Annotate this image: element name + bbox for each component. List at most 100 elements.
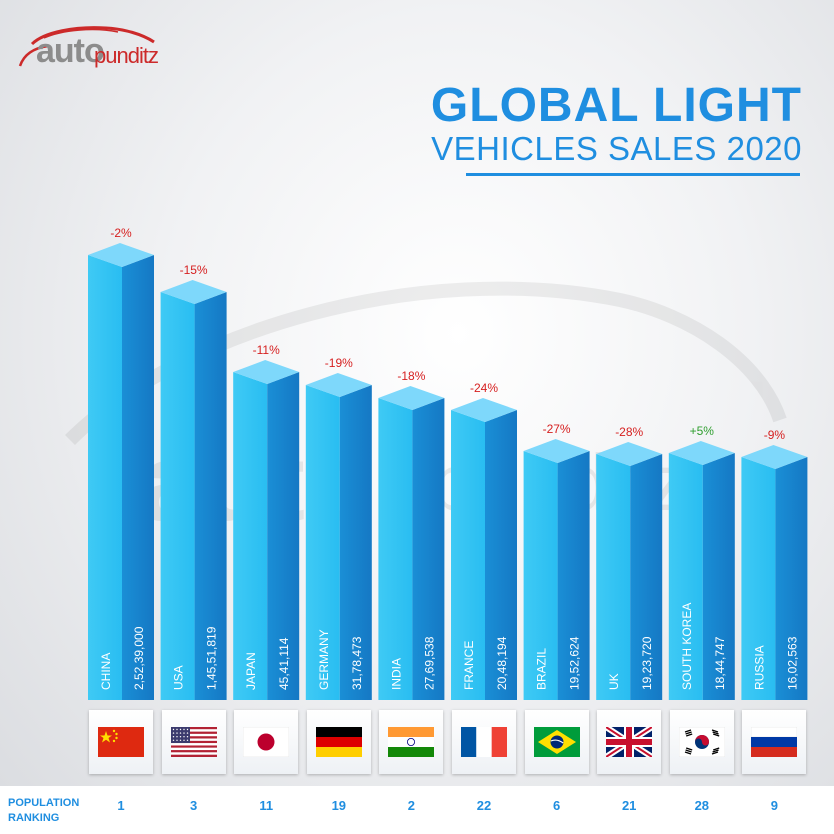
country-label: USA: [172, 665, 186, 690]
bar-side-face: [339, 385, 372, 700]
bar-front-face: [523, 451, 558, 700]
change-label: -19%: [325, 356, 353, 370]
bar-side-face: [557, 451, 590, 700]
bar-front-face: [233, 372, 268, 700]
bar-germany: -19% GERMANY 31,78,473: [305, 356, 372, 700]
title-line-1: GLOBAL LIGHT: [430, 79, 802, 132]
bar-top-face: [378, 386, 445, 410]
country-label: FRANCE: [462, 641, 476, 690]
usa-flag-icon: [161, 710, 226, 774]
value-label: 18,44,747: [713, 636, 727, 690]
bar-front-face: [378, 398, 413, 700]
population-rank-value: 21: [621, 798, 637, 813]
value-label: 1,45,51,819: [205, 626, 219, 690]
country-label: UK: [607, 673, 621, 690]
bar-side-face: [122, 255, 154, 700]
uk-flag-icon: [597, 710, 662, 774]
bar-side-face: [412, 398, 445, 700]
country-label: GERMANY: [317, 629, 331, 690]
logo-text-auto: auto: [36, 32, 105, 70]
bar-side-face: [194, 292, 227, 700]
population-rank-value: 1: [117, 798, 125, 813]
value-label: 2,52,39,000: [132, 626, 146, 690]
sales-bar-chart: auto punditz -2%CHINA2,52,39,000-15%USA1…: [65, 226, 808, 700]
germany-flag-icon: [306, 710, 371, 774]
bar-front-face: [741, 457, 776, 700]
population-rank-value: 28: [694, 798, 710, 813]
country-label: SOUTH KOREA: [680, 603, 694, 690]
bar-top-face: [596, 442, 663, 466]
population-rank-value: 22: [476, 798, 492, 813]
japan-flag-icon: [234, 710, 299, 774]
change-label: -27%: [543, 422, 571, 436]
bar-uk: -28% UK 19,23,720: [596, 425, 663, 700]
change-label: -2%: [110, 226, 132, 240]
bar-side-face: [267, 372, 300, 700]
bar-front-face: [88, 255, 122, 700]
country-label: BRAZIL: [535, 648, 549, 690]
change-label: +5%: [690, 424, 715, 438]
change-label: -28%: [615, 425, 643, 439]
population-rank-value: 9: [770, 798, 778, 813]
bar-front-face: [596, 454, 631, 700]
bar-side-face: [775, 457, 808, 700]
russia-flag-icon: [742, 710, 807, 774]
india-flag-icon: [379, 710, 444, 774]
bar-india: -18% INDIA 27,69,538: [378, 369, 445, 700]
value-label: 19,52,624: [568, 636, 582, 690]
change-label: -9%: [764, 428, 786, 442]
bar-front-face: [451, 410, 485, 700]
change-label: -24%: [470, 381, 498, 395]
population-rank-value: 2: [407, 798, 415, 813]
value-label: 45,41,114: [277, 637, 291, 690]
bar-side-face: [702, 453, 735, 700]
value-label: 20,48,194: [495, 636, 509, 690]
title-line-2: VEHICLES SALES 2020: [431, 130, 802, 167]
value-label: 16,02,563: [785, 636, 799, 690]
bar-front-face: [668, 453, 703, 700]
title-underline: [466, 173, 800, 176]
france-flag-icon: [452, 710, 516, 774]
country-label: INDIA: [389, 658, 403, 690]
logo-text-punditz: punditz: [94, 43, 159, 68]
value-label: 19,23,720: [640, 636, 654, 690]
change-label: -11%: [253, 343, 280, 357]
bar-south-korea: +5% SOUTH KOREA 18,44,747: [668, 424, 735, 700]
bar-top-face: [741, 445, 808, 469]
bar-top-face: [523, 439, 590, 463]
country-label: CHINA: [99, 653, 113, 690]
population-rank-value: 11: [259, 798, 274, 813]
bar-russia: -9% RUSSIA 16,02,563: [741, 428, 808, 700]
bar-top-face: [88, 243, 154, 267]
south-korea-flag-icon: [669, 710, 734, 774]
bar-france: -24% FRANCE 20,48,194: [451, 381, 517, 700]
population-ranking-label: POPULATION RANKING: [8, 797, 80, 824]
change-label: -18%: [397, 369, 425, 383]
bar-front-face: [160, 292, 195, 700]
change-label: -15%: [180, 263, 208, 277]
bar-top-face: [668, 441, 735, 465]
flag-row: [0, 710, 834, 776]
value-label: 27,69,538: [422, 636, 436, 690]
country-label: RUSSIA: [752, 645, 766, 690]
bar-top-face: [451, 398, 517, 422]
population-rank-value: 3: [189, 798, 198, 813]
brazil-flag-icon: [524, 710, 589, 774]
bar-top-face: [233, 360, 300, 384]
population-rank-value: 19: [331, 798, 347, 813]
country-label: JAPAN: [244, 652, 258, 690]
china-flag-icon: [89, 710, 153, 774]
bar-side-face: [485, 410, 517, 700]
bar-top-face: [305, 373, 372, 397]
bar-brazil: -27% BRAZIL 19,52,624: [523, 422, 590, 700]
population-rank-value: 6: [552, 798, 561, 813]
bar-front-face: [305, 385, 340, 700]
bar-usa: -15% USA 1,45,51,819: [160, 263, 227, 700]
population-ranking-row: POPULATION RANKING 1 3 11 19 2 22 6 21 28 9: [0, 786, 834, 834]
bar-japan: -11% JAPAN 45,41,114: [233, 343, 300, 700]
bar-top-face: [160, 280, 227, 304]
bar-side-face: [630, 454, 663, 700]
autopunditz-logo: auto punditz: [14, 18, 184, 70]
value-label: 31,78,473: [350, 636, 364, 690]
bar-china: -2% CHINA 2,52,39,000: [88, 226, 154, 700]
